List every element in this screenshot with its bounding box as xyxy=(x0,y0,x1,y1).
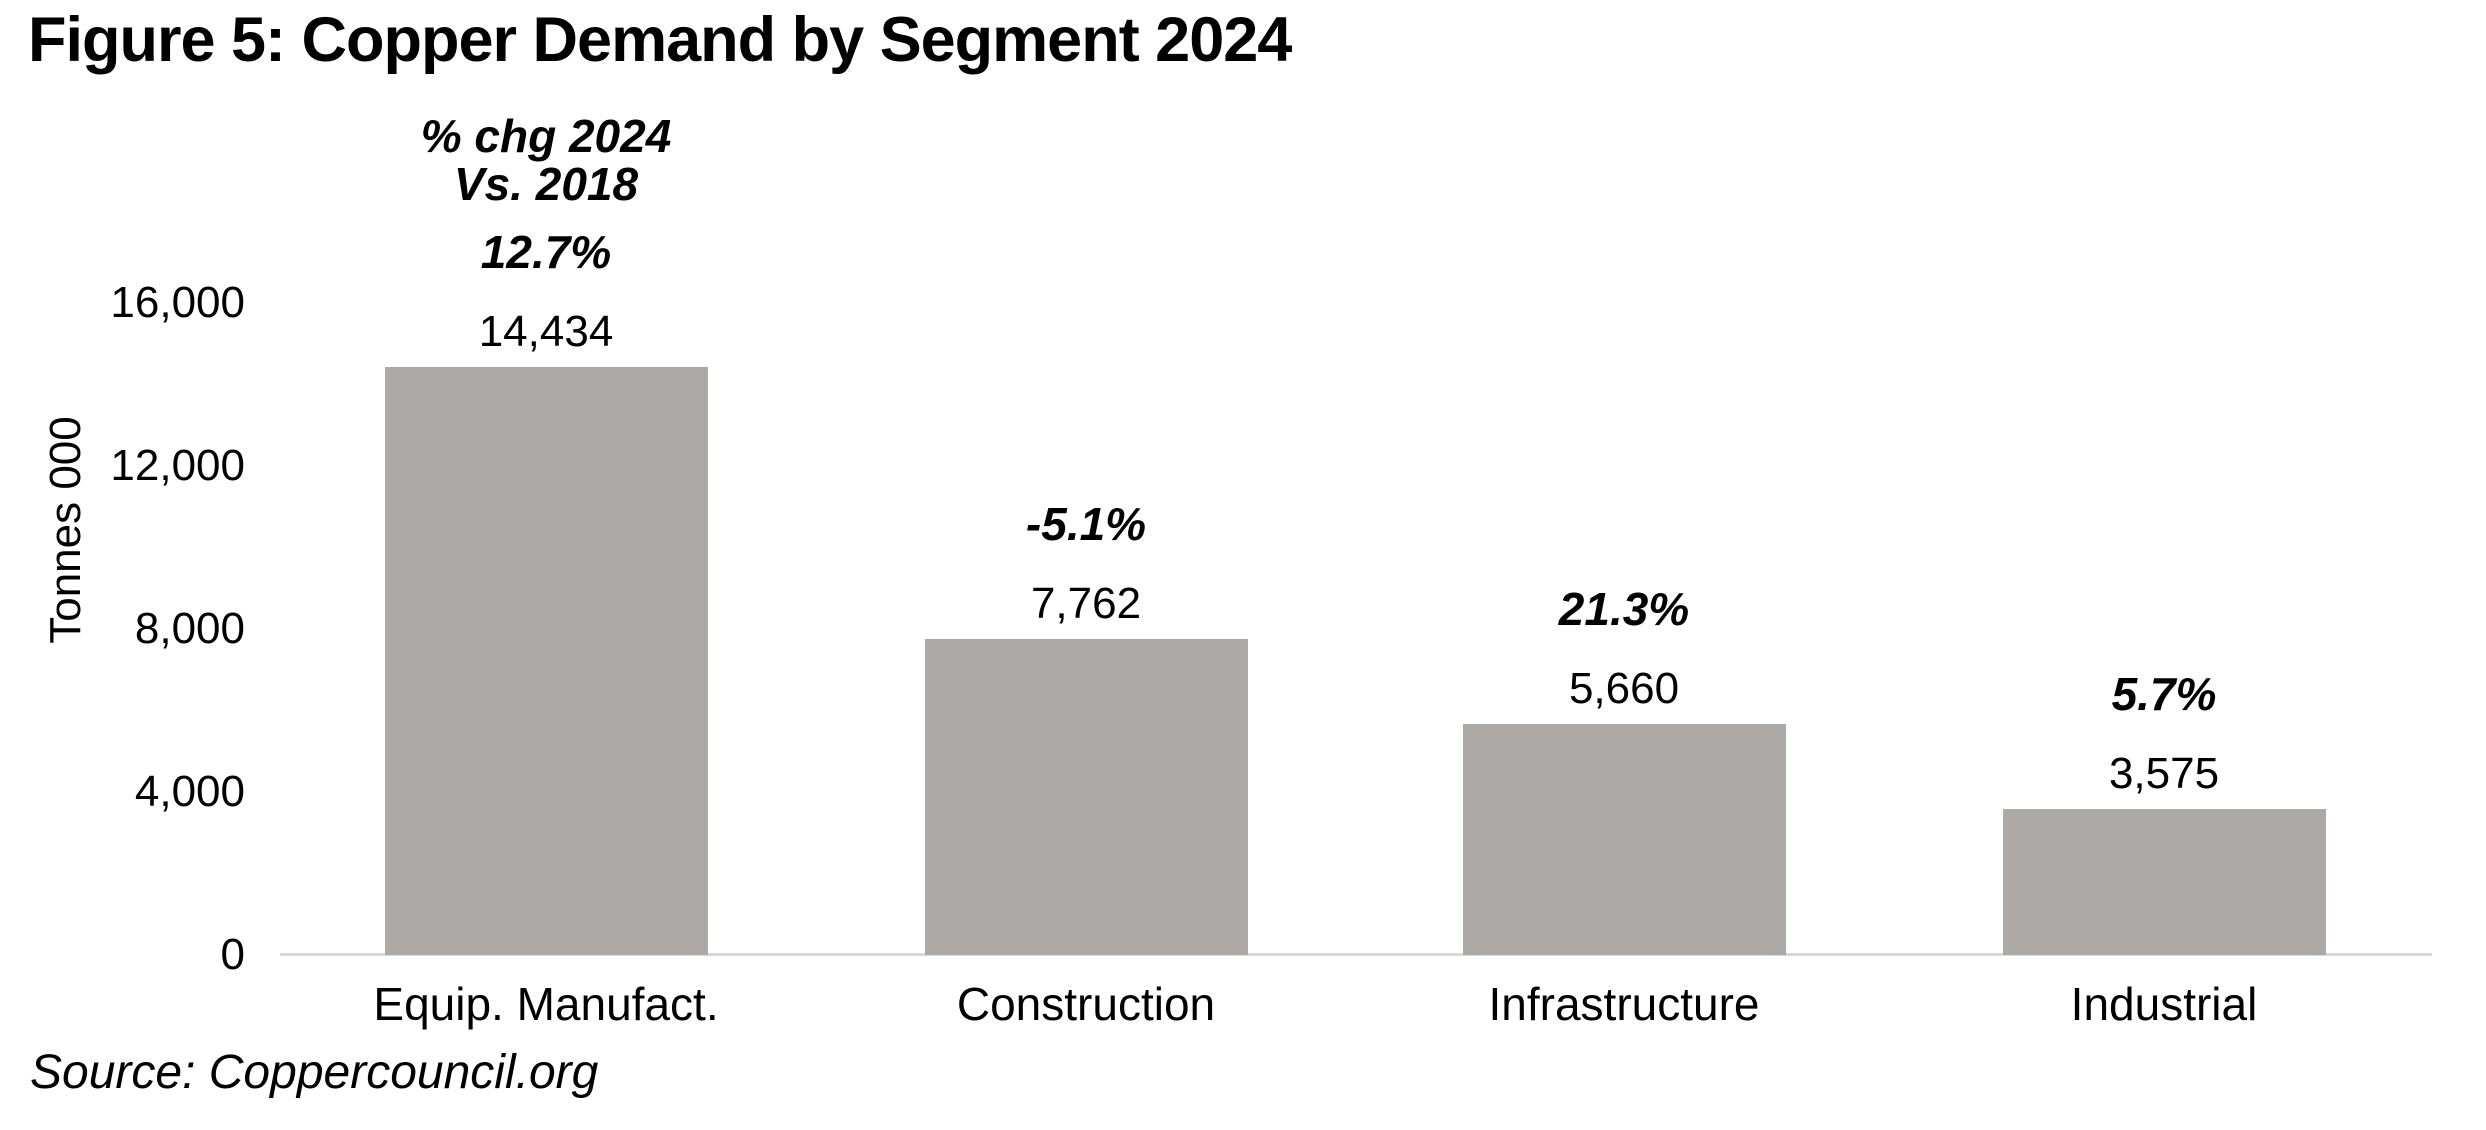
bar-value-label: 5,660 xyxy=(1568,664,1680,713)
figure-title: Figure 5: Copper Demand by Segment 2024 xyxy=(28,5,1292,75)
pct-change-header-line2: Vs. 2018 xyxy=(453,158,639,210)
bar-pct-label: 21.3% xyxy=(1558,583,1690,635)
bar xyxy=(1462,724,1786,955)
x-axis-line xyxy=(280,953,2432,956)
bar-pct-label: -5.1% xyxy=(1025,498,1147,550)
bar xyxy=(384,367,708,955)
bar-value-label: 3,575 xyxy=(2108,749,2220,798)
y-tick-label: 12,000 xyxy=(110,441,245,490)
bar-value-label: 14,434 xyxy=(478,307,614,356)
y-tick-label: 8,000 xyxy=(134,604,245,653)
y-tick-label: 0 xyxy=(220,930,245,979)
y-tick-label: 16,000 xyxy=(110,278,245,327)
bar-value-label: 7,762 xyxy=(1030,579,1142,628)
x-axis-category-label: Construction xyxy=(956,978,1216,1030)
source-note: Source: Coppercouncil.org xyxy=(30,1046,599,1099)
x-axis-category-label: Infrastructure xyxy=(1488,978,1760,1030)
bar xyxy=(2002,809,2326,955)
x-axis-category-label: Equip. Manufact. xyxy=(373,978,719,1030)
bar xyxy=(924,639,1248,955)
y-tick-label: 4,000 xyxy=(134,767,245,816)
bar-pct-label: 5.7% xyxy=(2111,668,2217,720)
pct-change-header-line1: % chg 2024 xyxy=(420,110,672,162)
bar-pct-label: 12.7% xyxy=(480,226,612,278)
pct-change-header: % chg 2024 Vs. 2018 xyxy=(421,112,672,208)
x-axis-category-label: Industrial xyxy=(2070,978,2258,1030)
